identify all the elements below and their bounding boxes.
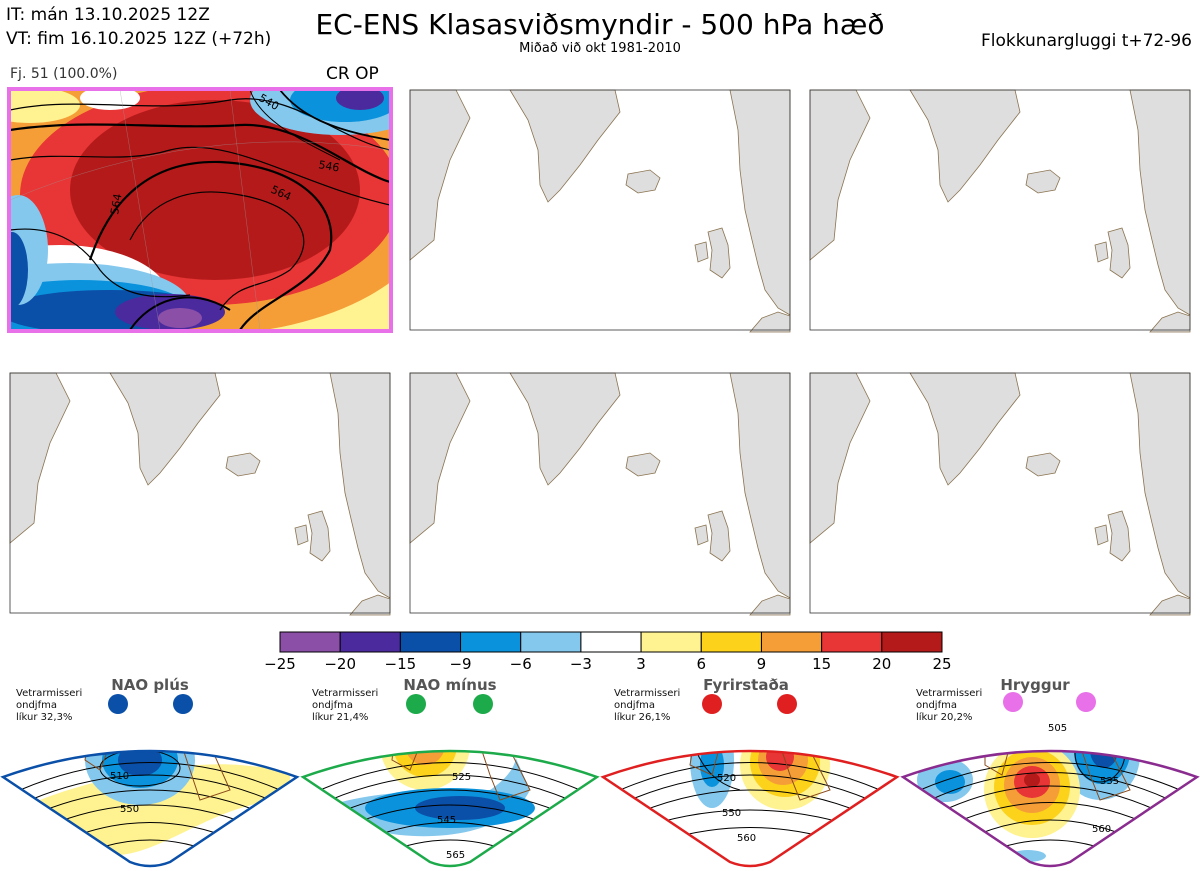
colorbar-tick-label: 6	[696, 655, 707, 673]
colorbar-segment	[279, 631, 341, 653]
contour-label: 550	[722, 808, 741, 819]
valid-time: VT: fim 16.10.2025 12Z (+72h)	[6, 29, 272, 49]
regime-marker	[702, 694, 722, 714]
colorbar-segment	[700, 631, 762, 653]
contour-label: 535	[1100, 776, 1119, 787]
regime-title: NAO mínus	[403, 676, 497, 694]
regime-marker	[1003, 692, 1023, 712]
cluster-label: CR OP	[326, 64, 379, 84]
colorbar-tick-label: 3	[636, 655, 646, 673]
colorbar-segment	[460, 631, 522, 653]
classification-window: Flokkunargluggi t+72-96	[980, 31, 1192, 51]
colorbar-segment	[881, 631, 943, 653]
months-label: ondjfma	[16, 700, 57, 711]
colorbar-segment	[760, 631, 823, 653]
season-label: Vetrarmisseri	[312, 688, 379, 699]
empty-map-panel	[809, 89, 1191, 333]
regime-map-ridge: 505 535 560	[900, 692, 1200, 868]
months-label: ondjfma	[916, 700, 957, 711]
months-label: ondjfma	[614, 700, 655, 711]
contour-label: 564	[108, 193, 124, 216]
colorbar-tick-label: −20	[324, 655, 356, 673]
colorbar-tick-label: −9	[449, 655, 472, 673]
member-count: Fj. 51 (100.0%)	[10, 66, 118, 82]
regime-note: Vetrarmisseri ondjfma líkur 21,4%	[312, 688, 378, 724]
colorbar-segment	[580, 631, 642, 653]
colorbar-segment	[520, 631, 582, 653]
season-label: Vetrarmisseri	[16, 688, 83, 699]
regime-note: Vetrarmisseri ondjfma líkur 20,2%	[916, 688, 982, 724]
page-subtitle: Miðað við okt 1981-2010	[519, 41, 681, 56]
colorbar-tick-label: −25	[264, 655, 296, 673]
empty-map-panel	[409, 89, 791, 333]
colorbar-tick-label: 15	[812, 655, 832, 673]
regime-marker	[406, 694, 426, 714]
colorbar-tick-label: −15	[384, 655, 417, 673]
regime-note: Vetrarmisseri ondjfma líkur 26,1%	[614, 688, 680, 724]
colorbar-segment	[339, 631, 401, 653]
regime-marker	[108, 694, 128, 714]
season-label: Vetrarmisseri	[614, 688, 681, 699]
colorbar-tick-label: 25	[932, 655, 952, 673]
contour-label: 550	[120, 804, 139, 815]
regime-marker	[1076, 692, 1096, 712]
colorbar-segment	[640, 631, 702, 653]
months-label: ondjfma	[312, 700, 353, 711]
initial-time: IT: mán 13.10.2025 12Z	[6, 5, 210, 25]
contour-label: 560	[1092, 824, 1111, 835]
regime-marker	[473, 694, 493, 714]
colorbar-tick-label: 20	[872, 655, 892, 673]
anomaly-colorbar	[279, 631, 943, 653]
cluster-map-panel: 546 564 564 540	[7, 87, 393, 333]
cluster-frame	[7, 87, 393, 333]
contour-label: 545	[437, 815, 456, 826]
probability-label: líkur 20,2%	[916, 712, 973, 723]
colorbar-tick-label: −3	[569, 655, 592, 673]
empty-map-panel	[809, 372, 1191, 616]
regime-marker	[173, 694, 193, 714]
contour-label: 560	[737, 833, 756, 844]
contour-label: 546	[317, 158, 340, 174]
regime-note: Vetrarmisseri ondjfma líkur 32,3%	[16, 688, 82, 724]
contour-label: 520	[717, 773, 736, 784]
contour-label: 565	[446, 850, 465, 861]
colorbar-tick-label: −6	[509, 655, 532, 673]
colorbar-tick-label: 9	[756, 655, 767, 673]
empty-map-panel	[9, 372, 391, 616]
regime-title: Hryggur	[1000, 676, 1070, 694]
probability-label: líkur 26,1%	[614, 712, 671, 723]
contour-label: 510	[110, 771, 129, 782]
probability-label: líkur 21,4%	[312, 712, 369, 723]
page-title: EC-ENS Klasasviðsmyndir - 500 hPa hæð	[315, 8, 885, 41]
contour-label: 505	[1048, 723, 1067, 734]
empty-map-panel	[409, 372, 791, 616]
regime-title: NAO plús	[111, 676, 189, 694]
colorbar-segment	[821, 631, 883, 653]
regime-title: Fyrirstaða	[703, 676, 789, 694]
season-label: Vetrarmisseri	[916, 688, 983, 699]
regime-marker	[777, 694, 797, 714]
colorbar-segment	[399, 631, 462, 653]
contour-label: 525	[452, 772, 471, 783]
probability-label: líkur 32,3%	[16, 712, 73, 723]
